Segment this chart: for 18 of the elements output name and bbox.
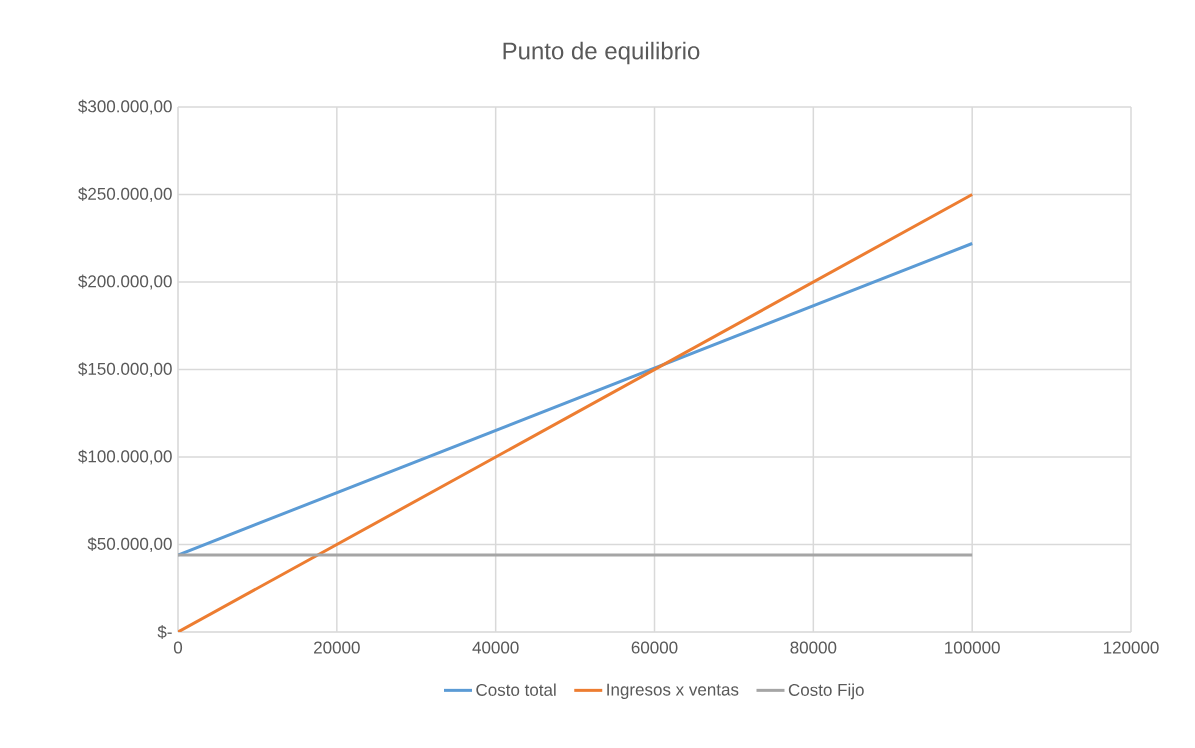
y-tick-label: $300.000,00 xyxy=(78,99,172,115)
x-tick-label: 120000 xyxy=(1103,641,1159,654)
y-tick-label: $- xyxy=(157,625,172,639)
y-tick-label: $100.000,00 xyxy=(78,449,172,465)
x-tick-label: 100000 xyxy=(945,641,1000,654)
y-tick-label: $150.000,00 xyxy=(78,362,172,377)
legend-label: Ingresos x ventas xyxy=(607,683,739,699)
x-tick-label: 80000 xyxy=(790,641,837,654)
x-tick-label: 0 xyxy=(173,641,183,654)
x-tick-label: 40000 xyxy=(472,641,519,654)
x-tick-label: 20000 xyxy=(314,641,360,654)
chart-title: Punto de equilibrio xyxy=(503,41,700,65)
y-tick-label: $250.000,00 xyxy=(78,187,172,202)
y-tick-label: $50.000,00 xyxy=(87,537,172,552)
x-tick-label: 60000 xyxy=(631,641,678,654)
y-tick-label: $200.000,00 xyxy=(78,274,172,290)
legend-label: Costo total xyxy=(476,683,556,696)
legend-label: Costo Fijo xyxy=(788,683,864,700)
